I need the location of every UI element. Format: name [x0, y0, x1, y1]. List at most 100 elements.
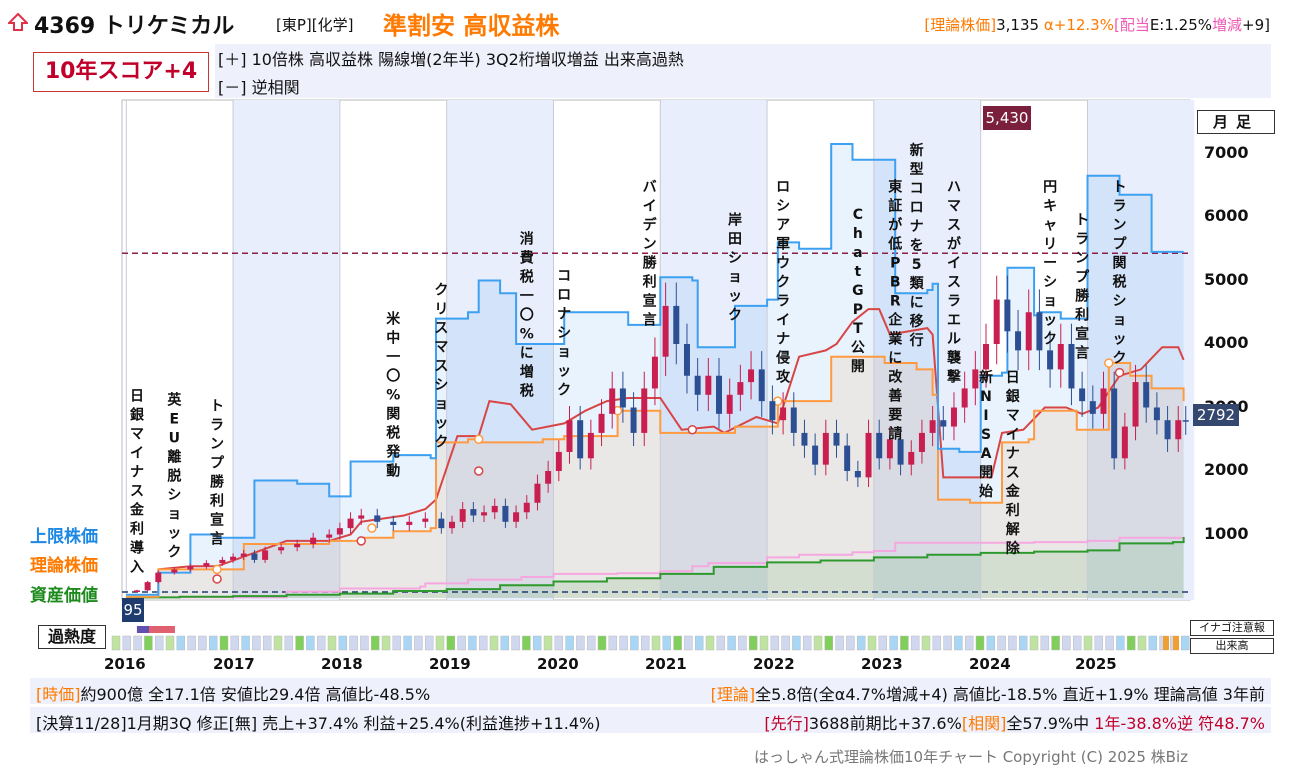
overheat-cell — [360, 635, 369, 651]
event-label-11: 東証が低 P B R 企業に改善要請 — [887, 179, 903, 443]
event-label-0: 日銀マイナス金利導入 — [129, 389, 145, 576]
overheat-cell — [424, 635, 434, 651]
candle-body — [459, 509, 466, 522]
candle-body — [155, 572, 162, 583]
correlation-1y: 1年-38.8%逆 — [1094, 714, 1194, 733]
overheat-cell — [295, 635, 304, 651]
tag-box — [215, 44, 1271, 98]
overheat-cell — [921, 635, 931, 651]
event-label-3: 米中一〇%関税発動 — [385, 311, 401, 480]
candle-body — [310, 537, 317, 545]
candle-body — [716, 375, 723, 414]
overheat-cell — [964, 635, 974, 651]
y-tick-1000: 1000 — [1204, 524, 1249, 543]
overheat-cell — [144, 635, 153, 651]
overheat-cell — [381, 635, 391, 651]
candle-body — [1047, 350, 1054, 370]
overheat-cell — [165, 635, 175, 651]
caution-label: イナゴ注意報 — [1190, 620, 1274, 636]
event-label-14: 新 N I S A 開始 — [979, 369, 993, 500]
overheat-cell — [349, 635, 358, 651]
up-arrow-icon — [8, 12, 28, 31]
overheat-label: 過熱度 — [38, 625, 106, 649]
candle-body — [133, 590, 140, 592]
theory-info-label: [理論] — [710, 685, 756, 704]
candle-body — [950, 407, 957, 427]
overheat-cell — [122, 635, 132, 651]
overheat-cell — [846, 635, 855, 651]
asset-value-label: 資産価値 — [30, 586, 98, 606]
min-price-badge: 95 — [122, 598, 144, 622]
candle-body — [502, 505, 509, 522]
theory-marker — [473, 434, 484, 444]
period-label: 月足 — [1197, 110, 1275, 134]
leading-value: 3688前期比+37.6% — [808, 714, 962, 733]
overheat-cell — [608, 635, 618, 651]
overheat-cell — [813, 635, 823, 651]
candle-body — [651, 356, 658, 389]
overheat-cell — [111, 635, 121, 651]
correlation-label: [相関] — [961, 714, 1007, 733]
year-2017: 2017 — [213, 655, 255, 673]
event-label-6: コロナショック — [557, 269, 571, 399]
event-label-17: トランプ勝利宣言 — [1075, 213, 1090, 362]
overheat-strip-low — [136, 626, 149, 633]
overheat-cell — [770, 635, 780, 651]
candle-body — [769, 401, 776, 421]
candle-body — [1100, 388, 1107, 414]
overheat-cell-hot — [1163, 636, 1169, 650]
year-2019: 2019 — [429, 655, 471, 673]
candle-body — [748, 369, 755, 383]
candle-body — [1068, 344, 1075, 389]
overheat-cell — [187, 635, 196, 651]
theory-price-label: 理論株価 — [30, 556, 98, 576]
overheat-cell — [738, 635, 747, 651]
candle-body — [662, 305, 669, 357]
overheat-cell — [1040, 635, 1050, 651]
theory-info-value: 全5.8倍(全α4.7%増減+4) 高値比-18.5% 直近+1.9% 理論高値… — [755, 685, 1265, 704]
candle-body — [1143, 382, 1150, 408]
ten-year-score: 10年スコア+4 — [33, 52, 209, 92]
year-2025: 2025 — [1075, 655, 1117, 673]
event-label-15: 日銀マイナス金利解除 — [1005, 370, 1021, 557]
candle-body — [555, 451, 562, 471]
overheat-cell — [640, 635, 650, 651]
theory-price-line — [126, 355, 1185, 598]
high-ratio-marker — [212, 574, 222, 584]
overheat-cell — [986, 635, 996, 651]
overheat-cell — [306, 635, 315, 651]
candle-body — [972, 369, 979, 389]
market-cap-info: [時価]約900億 全17.1倍 安値比29.4倍 高値比-48.5% — [36, 681, 430, 705]
overheat-cell — [511, 635, 520, 651]
dividend-value: E:1.25% — [1149, 16, 1213, 34]
upper-price-label: 上限株価 — [30, 527, 98, 547]
leading-label: [先行] — [764, 714, 809, 733]
overheat-cell — [532, 635, 542, 651]
overheat-cell — [705, 635, 715, 651]
overheat-cell — [316, 635, 326, 651]
candle-body — [449, 521, 456, 529]
overheat-cell — [154, 635, 164, 651]
overheat-cell — [1072, 635, 1082, 651]
overheat-cell — [856, 635, 866, 651]
event-label-4: クリスマスショック — [434, 282, 448, 450]
event-label-7: バイデン勝利宣言 — [643, 180, 658, 329]
candle-body — [1004, 299, 1011, 332]
candle-body — [422, 518, 429, 522]
overheat-cell — [1148, 635, 1158, 651]
candle-body — [865, 432, 872, 478]
overheat-cell — [824, 635, 834, 651]
overheat-cell — [1062, 635, 1071, 651]
year-2023: 2023 — [861, 655, 903, 673]
overheat-cell-hot — [1173, 636, 1179, 650]
candle-body — [1182, 420, 1189, 422]
overheat-cell — [478, 635, 488, 651]
candle-body — [801, 432, 808, 446]
overheat-cell — [684, 635, 693, 651]
overheat-cell — [651, 635, 661, 651]
candle-body — [390, 521, 397, 525]
candle-body — [1089, 401, 1096, 414]
plus-tags: [＋] 10倍株 高収益株 陽線増(2年半) 3Q2桁増収増益 出来高過熱 — [218, 50, 684, 69]
candle-body — [513, 512, 520, 522]
overheat-cell — [208, 635, 218, 651]
